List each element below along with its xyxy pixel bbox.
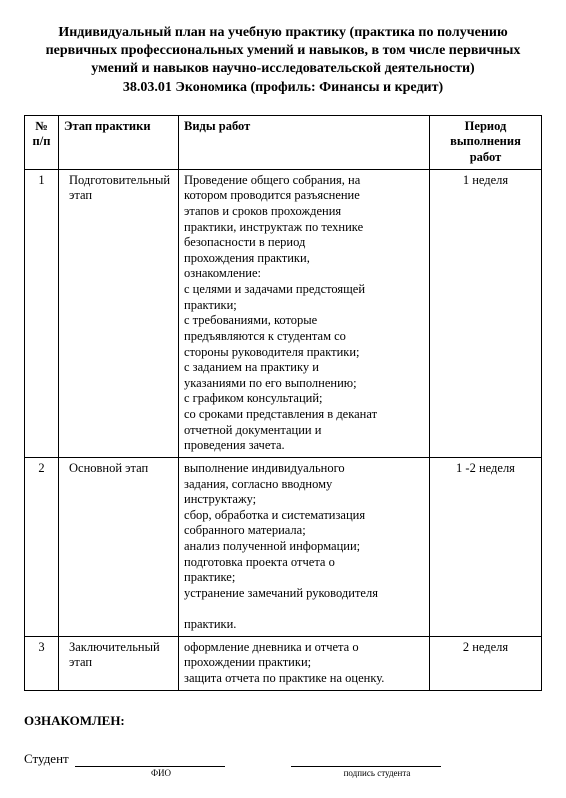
fio-line xyxy=(75,753,225,767)
cell-works: оформление дневника и отчета о прохожден… xyxy=(179,636,430,690)
table-row: 1 Подготовительный этап Проведение общег… xyxy=(25,169,542,457)
signature-line xyxy=(291,753,441,767)
cell-num: 1 xyxy=(25,169,59,457)
student-label: Студент xyxy=(24,751,69,767)
cell-stage: Подготовительный этап xyxy=(59,169,179,457)
header-num: № п/п xyxy=(25,115,59,169)
cell-stage: Основной этап xyxy=(59,457,179,636)
signature-underlabel: подпись студента xyxy=(302,768,452,778)
plan-table: № п/п Этап практики Виды работ Период вы… xyxy=(24,115,542,691)
header-works: Виды работ xyxy=(179,115,430,169)
cell-num: 3 xyxy=(25,636,59,690)
title-line-2: первичных профессиональных умений и навы… xyxy=(46,43,521,58)
header-period: Период выполнения работ xyxy=(430,115,542,169)
title-line-3: умений и навыков научно-исследовательско… xyxy=(91,61,474,76)
cell-period: 1 неделя xyxy=(430,169,542,457)
title-line-4: 38.03.01 Экономика (профиль: Финансы и к… xyxy=(123,80,443,95)
cell-stage: Заключительный этап xyxy=(59,636,179,690)
header-stage: Этап практики xyxy=(59,115,179,169)
cell-works: Проведение общего собрания, на котором п… xyxy=(179,169,430,457)
document-title: Индивидуальный план на учебную практику … xyxy=(24,24,542,97)
footer: ОЗНАКОМЛЕН: Студент ФИО подпись студента xyxy=(24,713,542,778)
table-row: 2 Основной этап выполнение индивидуально… xyxy=(25,457,542,636)
table-header-row: № п/п Этап практики Виды работ Период вы… xyxy=(25,115,542,169)
cell-num: 2 xyxy=(25,457,59,636)
cell-works: выполнение индивидуального задания, согл… xyxy=(179,457,430,636)
acknowledged-label: ОЗНАКОМЛЕН: xyxy=(24,713,542,729)
table-row: 3 Заключительный этап оформление дневник… xyxy=(25,636,542,690)
cell-period: 2 неделя xyxy=(430,636,542,690)
cell-period: 1 -2 неделя xyxy=(430,457,542,636)
fio-underlabel: ФИО xyxy=(86,768,236,778)
title-line-1: Индивидуальный план на учебную практику … xyxy=(58,25,507,40)
signature-row: Студент xyxy=(24,751,542,767)
under-signature-row: ФИО подпись студента xyxy=(24,768,542,778)
